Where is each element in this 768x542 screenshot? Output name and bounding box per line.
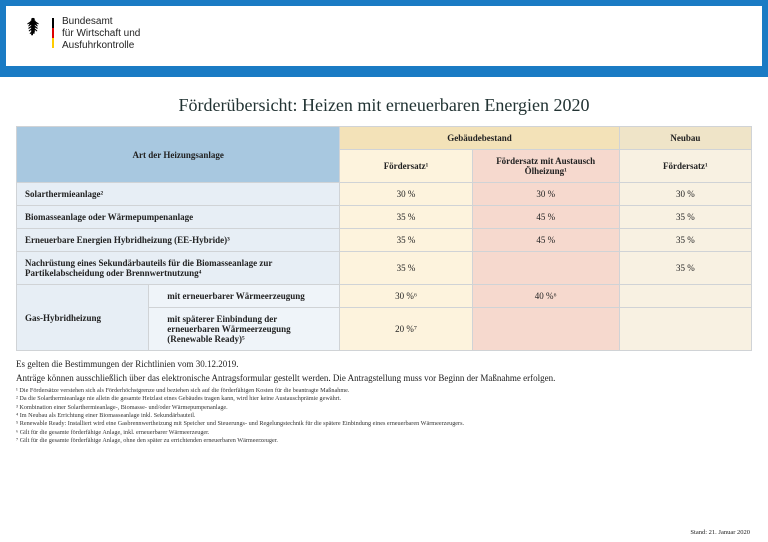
footnote: ³ Kombination einer Solarthermieanlage-,… (16, 404, 752, 412)
funding-table: Art der Heizungsanlage Gebäudebestand Ne… (16, 126, 752, 351)
row-group-gas: Gas-Hybridheizung (17, 285, 149, 351)
cell: 30 % (619, 183, 751, 206)
cell: 30 % (340, 183, 472, 206)
cell: 35 % (340, 252, 472, 285)
cell: 45 % (472, 229, 619, 252)
cell: 40 %⁶ (472, 285, 619, 308)
federal-eagle-icon (22, 16, 44, 38)
cell: 45 % (472, 206, 619, 229)
agency-line: Bundesamt (62, 16, 140, 28)
footnote: ⁴ Im Neubau als Errichtung einer Biomass… (16, 412, 752, 420)
agency-line: für Wirtschaft und (62, 28, 140, 40)
cell (619, 308, 751, 351)
col-group-neubau: Neubau (619, 127, 751, 150)
row-label: Nachrüstung eines Sekundärbauteils für d… (17, 252, 340, 285)
footnote: ⁵ Renewable Ready: Installiert wird eine… (16, 420, 752, 428)
document-frame: Bundesamt für Wirtschaft und Ausfuhrkont… (0, 0, 768, 77)
cell: 30 % (472, 183, 619, 206)
footnote: ² Da die Solarthermieanlage nie allein d… (16, 395, 752, 403)
note-line: Es gelten die Bestimmungen der Richtlini… (16, 359, 752, 369)
cell: 35 % (619, 206, 751, 229)
row-label: Solarthermieanlage² (17, 183, 340, 206)
col-header-neubau-fs: Fördersatz¹ (619, 150, 751, 183)
cell: 30 %⁶ (340, 285, 472, 308)
row-sub-label: mit erneuerbarer Wärmeerzeugung (149, 285, 340, 308)
cell: 20 %⁷ (340, 308, 472, 351)
cell (619, 285, 751, 308)
note-line: Anträge können ausschließlich über das e… (16, 373, 752, 383)
content-area: Förderübersicht: Heizen mit erneuerbaren… (0, 77, 768, 452)
page-title: Förderübersicht: Heizen mit erneuerbaren… (16, 95, 752, 116)
cell (472, 308, 619, 351)
col-header-art: Art der Heizungsanlage (17, 127, 340, 183)
col-group-bestand: Gebäudebestand (340, 127, 619, 150)
footnote: ⁶ Gilt für die gesamte förderfähige Anla… (16, 429, 752, 437)
cell (472, 252, 619, 285)
col-header-austausch: Fördersatz mit Austausch Ölheizung¹ (472, 150, 619, 183)
col-header-foerdersatz: Fördersatz¹ (340, 150, 472, 183)
agency-name: Bundesamt für Wirtschaft und Ausfuhrkont… (62, 16, 140, 52)
german-flag-bar-icon (52, 18, 54, 48)
row-label: Erneuerbare Energien Hybridheizung (EE-H… (17, 229, 340, 252)
cell: 35 % (619, 252, 751, 285)
agency-line: Ausfuhrkontrolle (62, 40, 140, 52)
footnotes-block: ¹ Die Fördersätze verstehen sich als För… (16, 387, 752, 446)
footnote: ¹ Die Fördersätze verstehen sich als För… (16, 387, 752, 395)
cell: 35 % (619, 229, 751, 252)
row-label: Biomasseanlage oder Wärmepumpenanlage (17, 206, 340, 229)
version-date: Stand: 21. Januar 2020 (690, 529, 750, 536)
row-sub-label: mit späterer Einbindung der erneuerbaren… (149, 308, 340, 351)
cell: 35 % (340, 229, 472, 252)
footnote: ⁷ Gilt für die gesamte förderfähige Anla… (16, 437, 752, 445)
header-bar: Bundesamt für Wirtschaft und Ausfuhrkont… (6, 6, 762, 71)
cell: 35 % (340, 206, 472, 229)
